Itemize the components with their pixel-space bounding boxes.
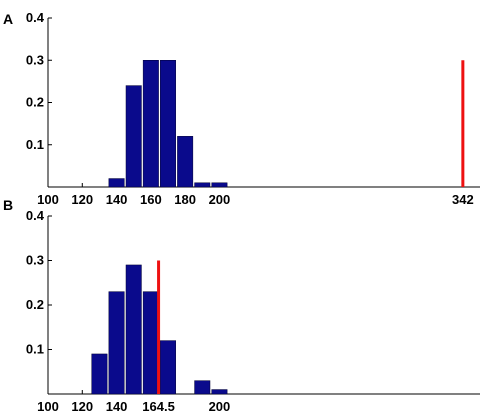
panel-label: B [3, 197, 13, 213]
x-tick-label: 342 [452, 192, 474, 207]
y-tick-label: 0.2 [26, 297, 44, 312]
histogram-bar [177, 136, 194, 188]
panel-a: A 0.1 0.2 0.3 0.4 100 120 140 160 180 200 342 [3, 10, 480, 207]
histogram-bar [142, 60, 159, 188]
histogram-bar [211, 182, 228, 188]
histogram-bar [160, 60, 176, 188]
histogram-bar [142, 291, 159, 395]
x-tick-label: 140 [106, 192, 128, 207]
histogram-bar [125, 264, 142, 395]
panel-b: B 0.1 0.2 0.3 0.4 100 120 140 164.5 200 [3, 197, 480, 414]
x-tick-label: 100 [37, 192, 59, 207]
y-tick-label: 0.1 [26, 342, 44, 357]
x-tick-label: 164.5 [142, 399, 175, 414]
histogram-bar [125, 85, 142, 188]
histogram-bar [108, 178, 125, 188]
x-tick-label: 200 [209, 399, 231, 414]
x-tick-label: 120 [71, 192, 93, 207]
y-tick-label: 0.4 [26, 10, 45, 25]
x-tick-label: 160 [140, 192, 162, 207]
x-tick-label: 180 [174, 192, 196, 207]
y-tick-label: 0.3 [26, 253, 44, 268]
histogram-bar [194, 182, 211, 188]
x-tick-label: 200 [209, 192, 231, 207]
histogram-bar [160, 340, 176, 395]
x-tick-label: 100 [37, 399, 59, 414]
y-tick-label: 0.3 [26, 52, 44, 67]
panel-label: A [3, 11, 13, 27]
x-tick-label: 120 [71, 399, 93, 414]
y-tick-label: 0.4 [26, 208, 45, 223]
histogram-bar [211, 389, 228, 395]
y-tick-label: 0.2 [26, 95, 44, 110]
x-tick-label: 140 [106, 399, 128, 414]
histogram-bar [108, 291, 125, 395]
histogram-bar [194, 380, 211, 395]
histogram-bar [91, 353, 108, 395]
y-tick-label: 0.1 [26, 137, 44, 152]
